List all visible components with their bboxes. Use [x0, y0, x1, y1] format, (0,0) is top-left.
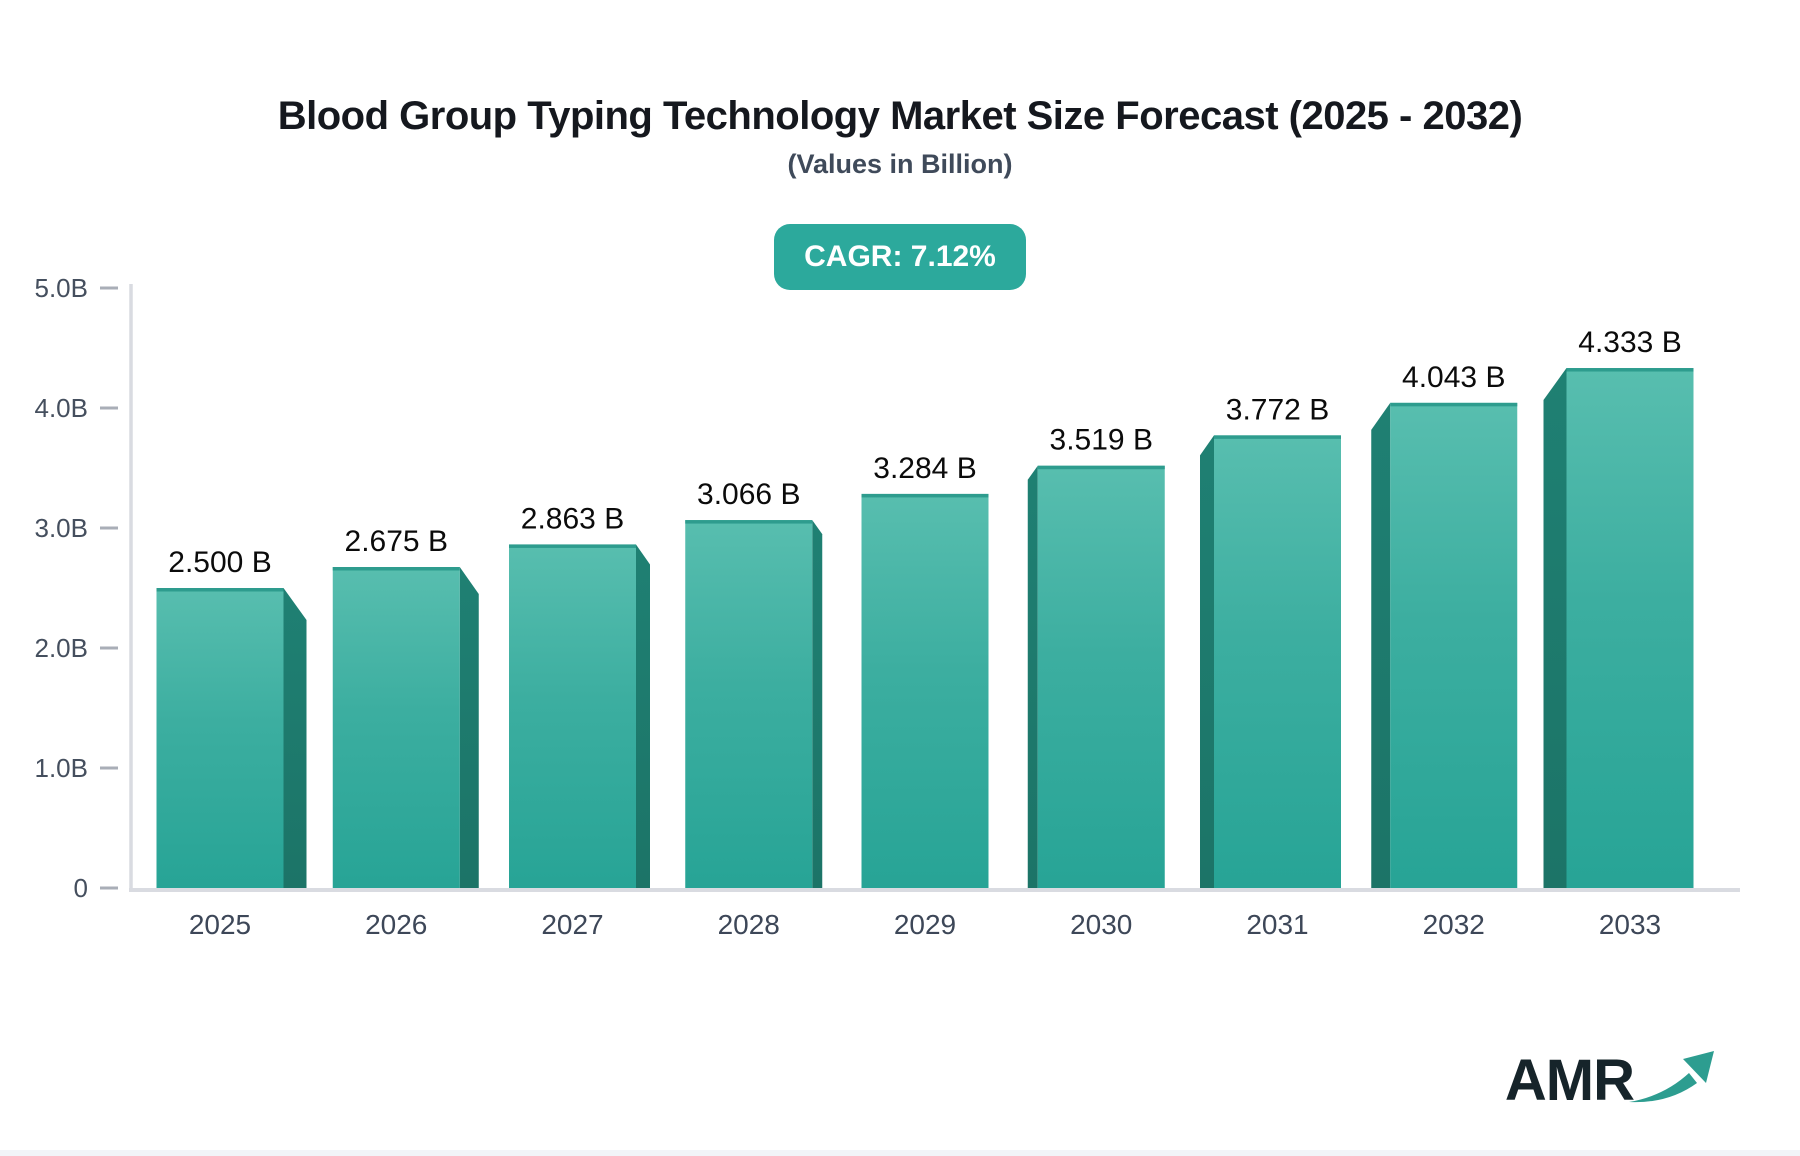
bar-top-cap-2030: [1037, 465, 1165, 470]
bar-2027: [509, 544, 636, 888]
x-axis-label-2030: 2030: [1070, 909, 1132, 940]
footer-strip: [0, 1150, 1800, 1156]
bar-side-2026: [459, 567, 479, 888]
bar-2031: [1214, 435, 1341, 888]
y-tick-label: 0: [74, 873, 88, 903]
bar-2030: [1037, 465, 1165, 888]
x-axis-label-2026: 2026: [365, 909, 427, 940]
bar-value-label-2030: 3.519 B: [1050, 424, 1153, 457]
bar-2026: [332, 567, 460, 888]
bar-value-label-2032: 4.043 B: [1402, 361, 1505, 394]
bar-top-cap-2028: [685, 520, 813, 524]
amr-logo: AMR: [1505, 1046, 1718, 1110]
y-tick-label: 4.0B: [35, 393, 89, 423]
bar-top-cap-2027: [509, 544, 636, 548]
bar-side-2025: [283, 588, 307, 888]
x-axis-label-2031: 2031: [1246, 909, 1308, 940]
bar-value-label-2026: 2.675 B: [345, 525, 448, 558]
y-tick-label: 2.0B: [35, 633, 89, 663]
growth-arrow-icon: [1629, 1051, 1714, 1103]
chart-subtitle: (Values in Billion): [787, 149, 1013, 179]
bar-side-2033: [1543, 368, 1567, 888]
bar-value-label-2028: 3.066 B: [697, 478, 800, 511]
bar-top-cap-2033: [1566, 368, 1694, 372]
chart-header: Blood Group Typing Technology Market Siz…: [0, 0, 1800, 290]
bar-value-label-2029: 3.284 B: [873, 452, 976, 485]
bar-value-label-2031: 3.772 B: [1226, 393, 1329, 426]
bar-side-2032: [1371, 402, 1391, 888]
bar-2029: [861, 493, 989, 888]
bar-2033: [1566, 368, 1694, 888]
x-axis-label-2028: 2028: [718, 909, 780, 940]
x-axis-label-2027: 2027: [541, 909, 603, 940]
bar-side-2027: [636, 544, 650, 888]
y-tick-label: 3.0B: [35, 513, 89, 543]
bar-2025: [156, 588, 284, 888]
y-tick-label: 1.0B: [35, 753, 89, 783]
bar-2032: [1390, 402, 1518, 888]
bar-top-cap-2031: [1214, 435, 1341, 439]
bar-value-label-2025: 2.500 B: [168, 546, 271, 579]
bar-top-cap-2026: [332, 567, 460, 571]
x-axis-label-2032: 2032: [1423, 909, 1485, 940]
bar-side-2028: [812, 520, 823, 888]
cagr-badge: CAGR: 7.12%: [774, 224, 1026, 290]
x-axis-label-2025: 2025: [189, 909, 251, 940]
bar-side-2031: [1200, 435, 1214, 888]
chart-title: Blood Group Typing Technology Market Siz…: [277, 94, 1523, 138]
y-tick-label: 5.0B: [35, 273, 89, 303]
bar-value-label-2033: 4.333 B: [1578, 326, 1681, 359]
bar-value-label-2027: 2.863 B: [521, 502, 624, 535]
bar-2028: [685, 520, 813, 888]
bar-side-2030: [1027, 465, 1038, 888]
bar-top-cap-2025: [156, 588, 284, 592]
x-axis-label-2029: 2029: [894, 909, 956, 940]
amr-logo-text: AMR: [1504, 1048, 1635, 1113]
bar-chart: 5.0B 4.0B 3.0B 2.0B 1.0B 0 2.500 B 2025 2.675 B 2…: [35, 273, 1740, 940]
bar-top-cap-2032: [1390, 402, 1518, 407]
bar-top-cap-2029: [861, 493, 989, 498]
x-axis-label-2033: 2033: [1599, 909, 1661, 940]
